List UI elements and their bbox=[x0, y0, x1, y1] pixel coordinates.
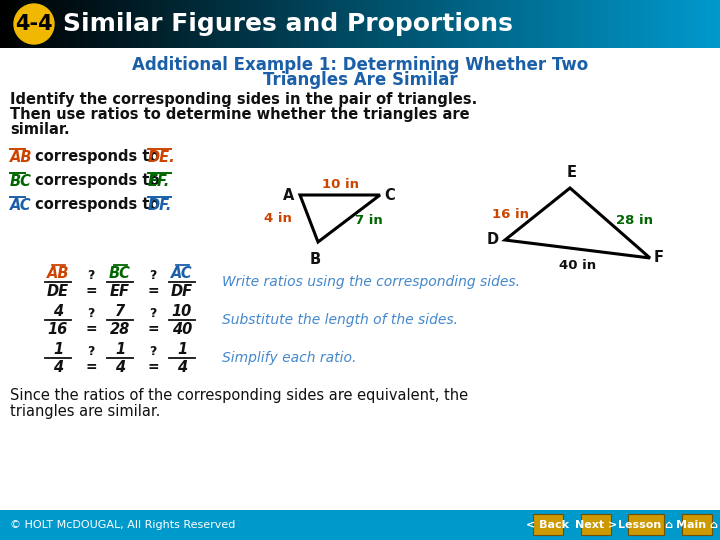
Text: 4: 4 bbox=[177, 360, 187, 375]
Text: 4: 4 bbox=[53, 360, 63, 375]
Circle shape bbox=[14, 4, 54, 44]
Text: F: F bbox=[654, 251, 664, 266]
Text: DF.: DF. bbox=[148, 198, 172, 213]
Text: 7 in: 7 in bbox=[355, 214, 383, 227]
Text: ?: ? bbox=[149, 307, 157, 320]
Bar bbox=[682, 514, 712, 535]
Text: AB: AB bbox=[47, 266, 69, 280]
Text: Main ⌂: Main ⌂ bbox=[676, 520, 718, 530]
Text: corresponds to: corresponds to bbox=[30, 198, 165, 213]
Text: corresponds to: corresponds to bbox=[30, 173, 165, 188]
Text: 1: 1 bbox=[53, 341, 63, 356]
Text: =: = bbox=[147, 284, 159, 298]
Text: Substitute the length of the sides.: Substitute the length of the sides. bbox=[222, 313, 458, 327]
Text: © HOLT McDOUGAL, All Rights Reserved: © HOLT McDOUGAL, All Rights Reserved bbox=[10, 520, 235, 530]
Text: Simplify each ratio.: Simplify each ratio. bbox=[222, 351, 356, 365]
Text: DF: DF bbox=[171, 284, 193, 299]
Text: Identify the corresponding sides in the pair of triangles.: Identify the corresponding sides in the … bbox=[10, 92, 477, 107]
Text: AC: AC bbox=[10, 198, 32, 213]
Text: 4-4: 4-4 bbox=[15, 15, 53, 35]
Text: DE.: DE. bbox=[148, 150, 176, 165]
Text: 28: 28 bbox=[110, 321, 130, 336]
Text: 4: 4 bbox=[115, 360, 125, 375]
Text: C: C bbox=[384, 187, 395, 202]
Text: 1: 1 bbox=[115, 341, 125, 356]
Text: 4: 4 bbox=[53, 303, 63, 319]
Text: EF.: EF. bbox=[148, 173, 170, 188]
Text: similar.: similar. bbox=[10, 122, 70, 137]
Text: D: D bbox=[487, 233, 499, 247]
Text: BC: BC bbox=[109, 266, 131, 280]
Text: Triangles Are Similar: Triangles Are Similar bbox=[263, 71, 457, 89]
Text: EF: EF bbox=[110, 284, 130, 299]
Text: Write ratios using the corresponding sides.: Write ratios using the corresponding sid… bbox=[222, 275, 520, 289]
Text: =: = bbox=[85, 284, 96, 298]
Text: =: = bbox=[85, 360, 96, 374]
Bar bbox=[533, 514, 563, 535]
Text: BC: BC bbox=[10, 173, 32, 188]
Text: Then use ratios to determine whether the triangles are: Then use ratios to determine whether the… bbox=[10, 107, 469, 122]
Text: E: E bbox=[567, 165, 577, 180]
Text: 40: 40 bbox=[172, 321, 192, 336]
Text: Since the ratios of the corresponding sides are equivalent, the: Since the ratios of the corresponding si… bbox=[10, 388, 468, 403]
Text: Similar Figures and Proportions: Similar Figures and Proportions bbox=[63, 12, 513, 37]
Text: ?: ? bbox=[149, 345, 157, 358]
Text: 28 in: 28 in bbox=[616, 214, 653, 227]
Bar bbox=[0, 510, 720, 540]
Text: 7: 7 bbox=[115, 303, 125, 319]
Text: 16: 16 bbox=[48, 321, 68, 336]
Text: 10: 10 bbox=[172, 303, 192, 319]
Text: 1: 1 bbox=[177, 341, 187, 356]
Text: B: B bbox=[310, 252, 320, 267]
Text: AC: AC bbox=[171, 266, 193, 280]
Text: corresponds to: corresponds to bbox=[30, 150, 165, 165]
Text: 4 in: 4 in bbox=[264, 212, 292, 225]
Text: =: = bbox=[147, 360, 159, 374]
Text: ?: ? bbox=[149, 269, 157, 282]
Text: Lesson ⌂: Lesson ⌂ bbox=[618, 520, 674, 530]
Bar bbox=[0, 48, 720, 510]
Text: Additional Example 1: Determining Whether Two: Additional Example 1: Determining Whethe… bbox=[132, 56, 588, 74]
Text: ?: ? bbox=[87, 307, 95, 320]
Text: DE: DE bbox=[47, 284, 69, 299]
Text: =: = bbox=[147, 322, 159, 336]
Bar bbox=[581, 514, 611, 535]
Text: ?: ? bbox=[87, 345, 95, 358]
Text: A: A bbox=[283, 187, 294, 202]
Text: ?: ? bbox=[87, 269, 95, 282]
Text: =: = bbox=[85, 322, 96, 336]
Text: 40 in: 40 in bbox=[559, 259, 596, 272]
Text: Next >: Next > bbox=[575, 520, 617, 530]
Text: < Back: < Back bbox=[526, 520, 570, 530]
Text: AB: AB bbox=[10, 150, 32, 165]
Text: 10 in: 10 in bbox=[322, 178, 359, 191]
Text: triangles are similar.: triangles are similar. bbox=[10, 404, 161, 419]
Text: 16 in: 16 in bbox=[492, 207, 529, 220]
Bar bbox=[628, 514, 664, 535]
